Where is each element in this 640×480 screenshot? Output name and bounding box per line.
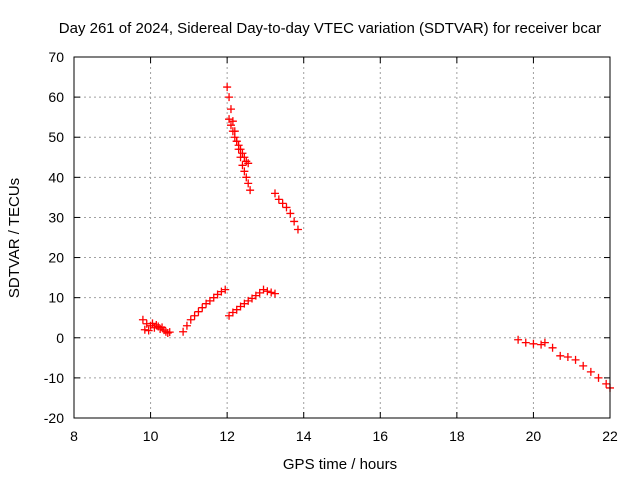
data-point	[228, 117, 237, 126]
data-point	[282, 203, 291, 212]
data-point	[179, 327, 188, 336]
data-point	[537, 340, 546, 349]
y-tick-label: 40	[48, 169, 64, 185]
series-arc-6	[271, 189, 302, 234]
data-point	[165, 328, 174, 337]
data-point	[194, 307, 203, 316]
data-point	[236, 145, 245, 154]
data-point	[140, 325, 149, 334]
data-point	[186, 315, 195, 324]
x-tick-label: 20	[526, 428, 542, 444]
data-point	[594, 373, 603, 382]
x-tick-label: 16	[372, 428, 388, 444]
data-point	[225, 93, 234, 102]
data-point	[242, 157, 251, 166]
y-tick-label: -20	[44, 410, 64, 426]
data-point	[226, 105, 235, 114]
data-point	[234, 141, 243, 150]
data-point	[521, 338, 530, 347]
data-point	[263, 287, 272, 296]
x-tick-label: 18	[449, 428, 465, 444]
data-point	[271, 289, 279, 298]
series-arc-2	[179, 285, 230, 336]
data-point	[138, 315, 147, 324]
grid-lines	[74, 57, 610, 418]
data-point	[246, 186, 255, 195]
x-tick-label: 22	[602, 428, 618, 444]
data-point	[217, 287, 226, 296]
data-point	[238, 149, 247, 158]
data-point	[548, 343, 557, 352]
data-point	[190, 311, 199, 320]
y-axis-label: SDTVAR / TECUs	[6, 178, 23, 298]
series-arc-5	[225, 115, 253, 168]
data-point	[156, 324, 165, 333]
data-point	[228, 127, 237, 136]
y-tick-label: 30	[48, 209, 64, 225]
y-tick-label: -10	[44, 370, 64, 386]
data-point	[579, 361, 588, 370]
y-tick-label: 0	[56, 330, 64, 346]
data-point	[271, 189, 279, 198]
x-tick-label: 14	[296, 428, 312, 444]
chart-title: Day 261 of 2024, Sidereal Day-to-day VTE…	[59, 20, 601, 37]
data-point	[230, 133, 239, 142]
y-tick-label: 50	[48, 129, 64, 145]
x-tick-label: 12	[219, 428, 235, 444]
series-arc-3	[225, 285, 279, 320]
data-point	[514, 335, 523, 344]
x-tick-label: 10	[143, 428, 159, 444]
data-point	[223, 83, 232, 92]
data-point	[240, 153, 249, 162]
y-tick-label: 60	[48, 89, 64, 105]
x-tick-label: 8	[70, 428, 78, 444]
data-point	[290, 217, 299, 226]
data-point	[152, 320, 161, 329]
data-point	[602, 379, 611, 388]
data-point	[556, 351, 565, 360]
data-point	[540, 338, 549, 347]
data-point	[274, 195, 283, 204]
data-point	[232, 137, 241, 146]
y-tick-label: 20	[48, 250, 64, 266]
data-point	[286, 209, 295, 218]
data-point	[225, 115, 234, 124]
data-point	[144, 326, 153, 335]
data-point	[221, 285, 230, 294]
x-axis-label: GPS time / hours	[283, 456, 397, 473]
axis-ticks: 8 10 12 14 16 18 20 22 -20 -10 0 10 20 30 40 50 60 70	[44, 49, 618, 444]
data-point	[586, 367, 595, 376]
y-tick-label: 70	[48, 49, 64, 65]
series-arc-1	[138, 315, 174, 337]
data-point	[529, 339, 538, 348]
data-point	[278, 199, 287, 208]
data-point	[182, 321, 191, 330]
data-point	[244, 159, 253, 168]
data-point	[238, 161, 247, 170]
data-point	[571, 355, 580, 364]
data-point	[563, 353, 572, 362]
data-point	[244, 179, 253, 188]
data-point	[242, 173, 251, 182]
data-point	[240, 167, 249, 176]
plot-frame	[73, 56, 611, 419]
data-point	[163, 328, 172, 337]
data-point	[148, 319, 157, 328]
data-point	[259, 285, 268, 294]
y-tick-label: 10	[48, 290, 64, 306]
data-point	[198, 303, 207, 312]
data-point	[226, 121, 235, 130]
data-point	[267, 288, 276, 297]
data-point	[293, 225, 302, 234]
